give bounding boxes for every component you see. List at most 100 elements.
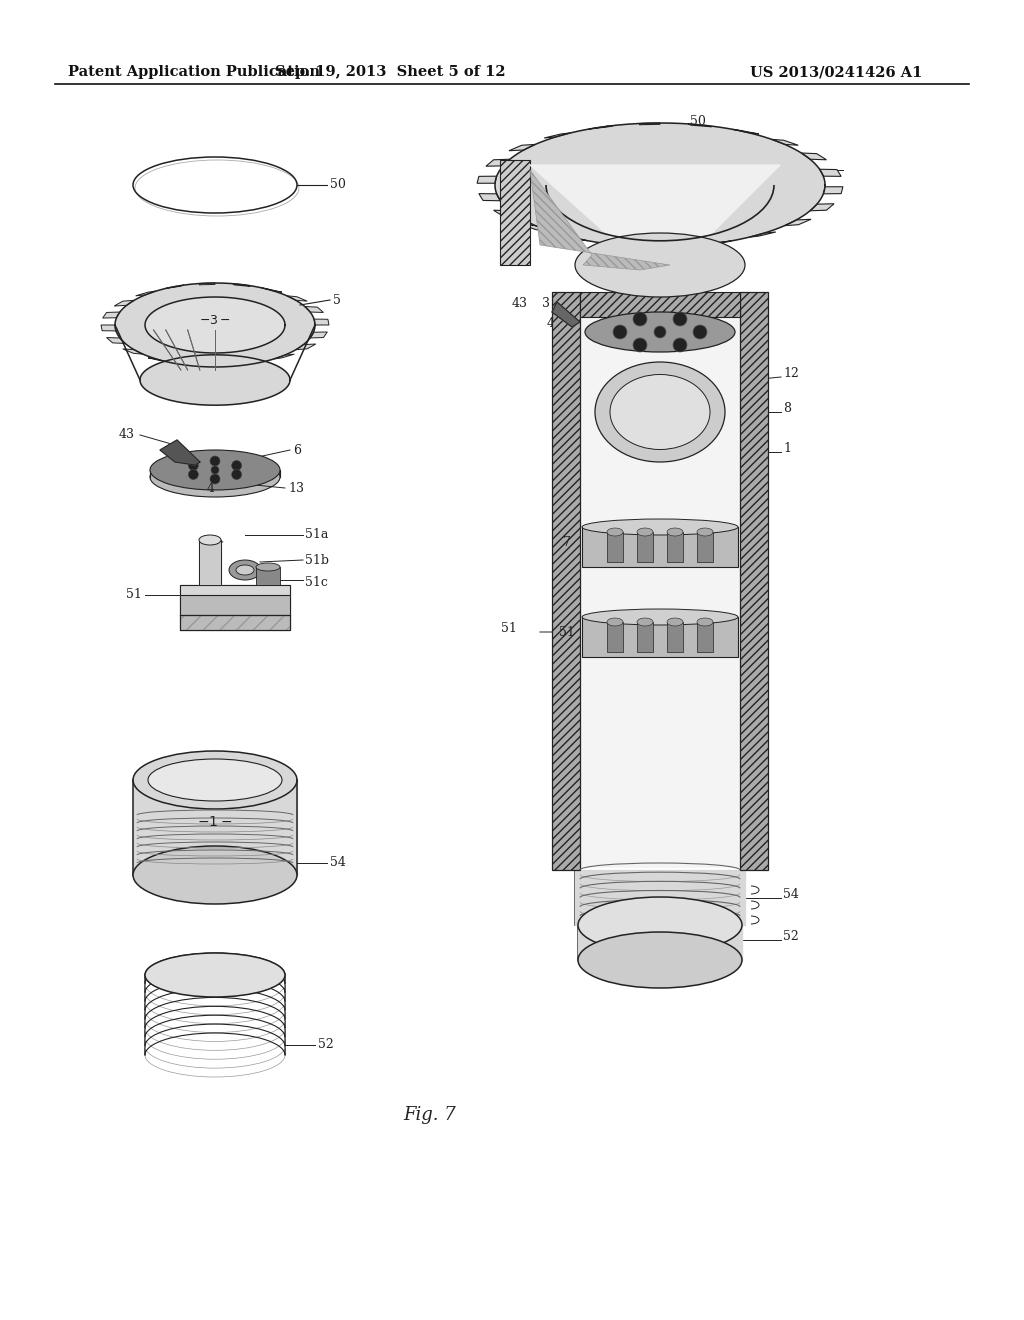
Text: 51: 51 xyxy=(501,622,517,635)
Ellipse shape xyxy=(697,618,713,626)
Bar xyxy=(697,532,713,562)
Polygon shape xyxy=(215,366,231,367)
Ellipse shape xyxy=(607,618,623,626)
Polygon shape xyxy=(287,296,307,301)
Polygon shape xyxy=(180,615,290,630)
Circle shape xyxy=(231,470,242,479)
Polygon shape xyxy=(160,440,200,465)
Polygon shape xyxy=(707,242,731,244)
Polygon shape xyxy=(784,219,811,226)
Polygon shape xyxy=(180,585,290,595)
Text: $-3-$: $-3-$ xyxy=(199,314,231,326)
Ellipse shape xyxy=(595,362,725,462)
Ellipse shape xyxy=(148,759,282,801)
Polygon shape xyxy=(494,210,519,216)
Polygon shape xyxy=(802,153,826,160)
Polygon shape xyxy=(486,160,510,166)
Ellipse shape xyxy=(582,609,738,624)
Polygon shape xyxy=(180,595,290,615)
Text: 5: 5 xyxy=(793,160,801,173)
Bar xyxy=(637,622,653,652)
Text: 6: 6 xyxy=(507,240,515,253)
Bar xyxy=(607,622,623,652)
Polygon shape xyxy=(819,169,841,177)
Bar xyxy=(667,532,683,562)
Polygon shape xyxy=(140,355,290,405)
Polygon shape xyxy=(823,186,843,194)
Ellipse shape xyxy=(236,565,254,576)
Text: 8: 8 xyxy=(783,403,791,414)
Bar xyxy=(697,622,713,652)
Ellipse shape xyxy=(610,375,710,450)
Text: 52: 52 xyxy=(783,931,799,942)
Polygon shape xyxy=(530,165,780,265)
Ellipse shape xyxy=(667,618,683,626)
Polygon shape xyxy=(810,203,834,211)
Polygon shape xyxy=(733,129,759,133)
Text: $-1-$: $-1-$ xyxy=(198,816,232,829)
Text: 52: 52 xyxy=(318,1039,334,1052)
Text: 50: 50 xyxy=(605,125,621,139)
Bar xyxy=(740,292,768,870)
Polygon shape xyxy=(262,288,282,292)
Polygon shape xyxy=(115,282,315,367)
Text: Patent Application Publication: Patent Application Publication xyxy=(68,65,319,79)
Circle shape xyxy=(211,466,219,474)
Text: 1: 1 xyxy=(783,442,791,455)
Circle shape xyxy=(633,338,647,352)
Text: 13: 13 xyxy=(288,482,304,495)
Polygon shape xyxy=(123,348,143,354)
Bar xyxy=(552,292,580,870)
Ellipse shape xyxy=(607,528,623,536)
Polygon shape xyxy=(314,319,329,325)
Polygon shape xyxy=(578,925,742,960)
Polygon shape xyxy=(101,325,116,331)
Polygon shape xyxy=(771,140,799,145)
Polygon shape xyxy=(148,358,168,362)
Polygon shape xyxy=(589,125,613,129)
Ellipse shape xyxy=(199,535,221,545)
Text: 43: 43 xyxy=(119,429,135,441)
Text: 4: 4 xyxy=(547,317,555,330)
Text: 50: 50 xyxy=(690,115,706,128)
Polygon shape xyxy=(145,297,285,352)
Bar xyxy=(637,532,653,562)
Circle shape xyxy=(613,325,627,339)
Polygon shape xyxy=(552,302,580,327)
Text: 51: 51 xyxy=(126,589,142,602)
Ellipse shape xyxy=(667,528,683,536)
Bar xyxy=(580,317,740,869)
Ellipse shape xyxy=(133,751,297,809)
Polygon shape xyxy=(102,312,120,318)
Polygon shape xyxy=(639,123,660,124)
Polygon shape xyxy=(106,338,125,343)
Polygon shape xyxy=(688,124,712,127)
Circle shape xyxy=(188,470,199,479)
Text: 51c: 51c xyxy=(305,576,328,589)
Circle shape xyxy=(673,338,687,352)
Polygon shape xyxy=(232,284,250,286)
Polygon shape xyxy=(479,194,501,201)
Ellipse shape xyxy=(256,564,280,572)
Circle shape xyxy=(633,312,647,326)
Circle shape xyxy=(673,312,687,326)
Text: Sep. 19, 2013  Sheet 5 of 12: Sep. 19, 2013 Sheet 5 of 12 xyxy=(274,65,505,79)
Polygon shape xyxy=(521,224,549,231)
Polygon shape xyxy=(509,144,536,150)
Polygon shape xyxy=(500,160,530,265)
Polygon shape xyxy=(199,282,215,285)
Circle shape xyxy=(210,474,220,484)
Polygon shape xyxy=(660,246,681,247)
Text: 50: 50 xyxy=(330,178,346,191)
Polygon shape xyxy=(750,232,776,238)
Text: 43: 43 xyxy=(512,297,528,310)
Circle shape xyxy=(654,326,666,338)
Polygon shape xyxy=(495,123,825,247)
Polygon shape xyxy=(199,540,221,585)
Text: 6: 6 xyxy=(293,444,301,457)
Ellipse shape xyxy=(150,450,280,490)
Ellipse shape xyxy=(145,953,285,997)
Polygon shape xyxy=(180,363,198,367)
Ellipse shape xyxy=(578,932,742,987)
Text: 51b: 51b xyxy=(305,553,329,566)
